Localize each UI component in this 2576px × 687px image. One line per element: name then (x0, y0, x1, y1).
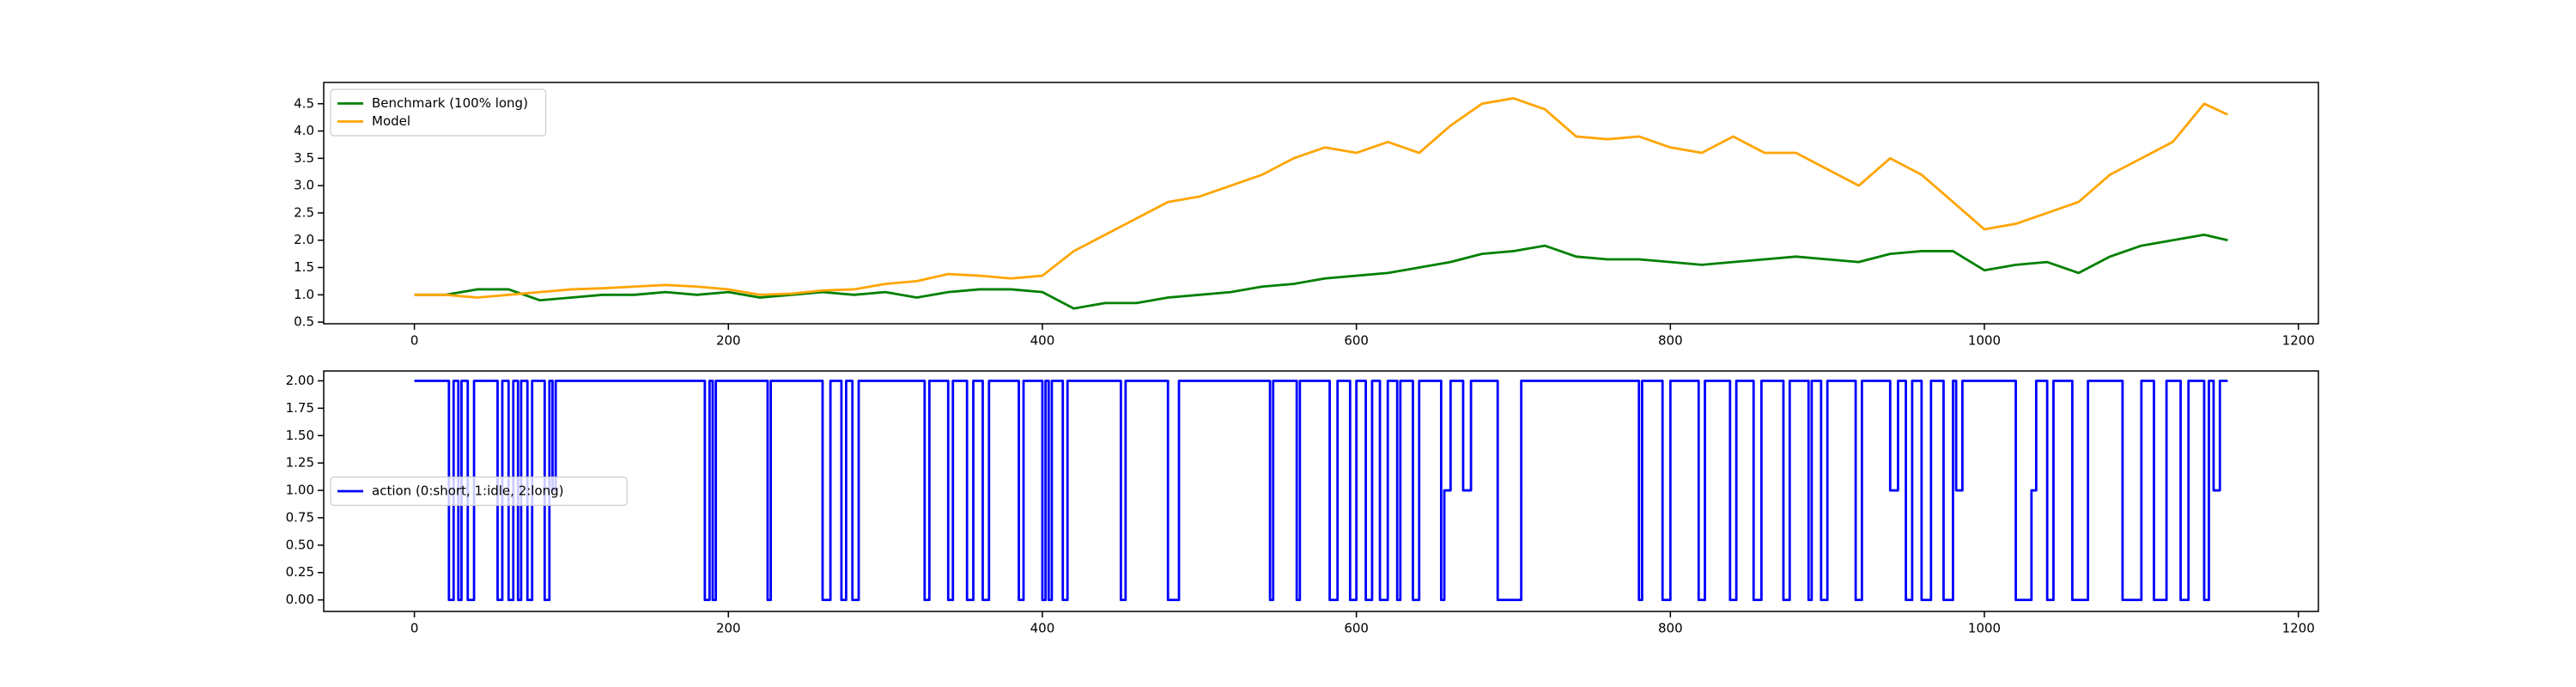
y-tick-label: 1.50 (286, 428, 314, 443)
y-tick-label: 0.00 (286, 592, 314, 607)
x-tick-label: 200 (716, 333, 741, 349)
legend-box (330, 88, 547, 137)
y-tick-label: 0.5 (294, 314, 314, 330)
y-tick-label: 2.00 (286, 373, 314, 388)
y-tick-label: 1.0 (294, 287, 314, 302)
x-tick-label: 800 (1658, 621, 1683, 636)
y-tick-label: 1.25 (286, 455, 314, 471)
x-tick-label: 400 (1030, 333, 1055, 349)
axes-frame (323, 82, 2319, 325)
y-tick-label: 1.75 (286, 400, 314, 416)
x-tick-label: 600 (1344, 333, 1369, 349)
legend: Benchmark (100% long) Model (330, 88, 547, 137)
legend: action (0:short, 1:idle, 2:long) (330, 476, 628, 507)
x-tick-label: 1000 (1968, 333, 2001, 349)
series-line (414, 97, 2228, 299)
y-tick-label: 0.25 (286, 564, 314, 580)
series-line (414, 233, 2228, 310)
y-tick-label: 4.0 (294, 123, 314, 138)
y-tick-label: 4.5 (294, 95, 314, 111)
axes-frame (323, 370, 2319, 612)
y-tick-label: 0.75 (286, 509, 314, 525)
x-tick-label: 400 (1030, 621, 1055, 636)
legend-label: Model (372, 113, 410, 129)
x-tick-label: 0 (410, 621, 419, 636)
legend-label: Benchmark (100% long) (372, 95, 528, 111)
series-line (414, 380, 2228, 602)
x-tick-label: 0 (410, 333, 419, 349)
x-tick-label: 600 (1344, 621, 1369, 636)
y-tick-label: 2.0 (294, 232, 314, 247)
y-tick-label: 3.5 (294, 150, 314, 166)
x-tick-label: 1200 (2282, 621, 2315, 636)
x-tick-label: 800 (1658, 333, 1683, 349)
y-tick-label: 1.5 (294, 259, 314, 275)
y-tick-label: 0.50 (286, 537, 314, 552)
y-tick-label: 2.5 (294, 204, 314, 220)
x-tick-label: 1000 (1968, 621, 2001, 636)
legend-box (330, 476, 628, 507)
x-tick-label: 200 (716, 621, 741, 636)
y-tick-label: 3.0 (294, 178, 314, 193)
x-tick-label: 1200 (2282, 333, 2315, 349)
legend-label: action (0:short, 1:idle, 2:long) (372, 483, 564, 499)
y-tick-label: 1.00 (286, 483, 314, 498)
